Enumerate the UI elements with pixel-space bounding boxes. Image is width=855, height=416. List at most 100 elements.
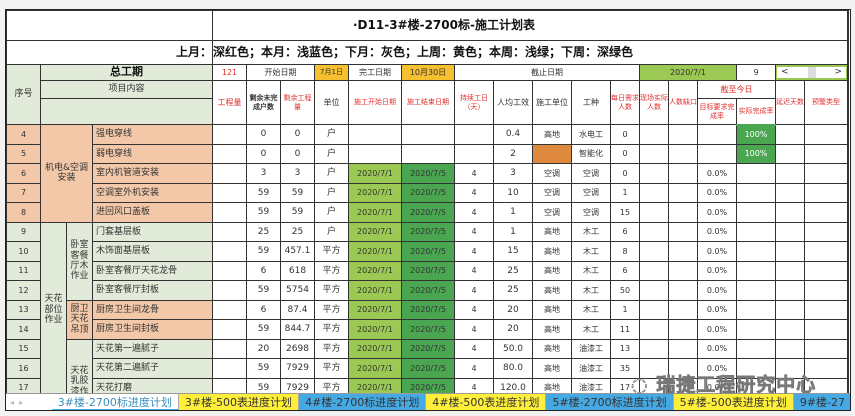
plan-start-cell[interactable]: 2020/7/1 <box>348 299 402 320</box>
delay-days-cell[interactable] <box>775 241 805 262</box>
gap-cell[interactable] <box>668 143 698 164</box>
duration-cell[interactable]: 4 <box>454 182 494 203</box>
remaining-units-cell[interactable]: 59 <box>246 280 281 301</box>
daily-need-cell[interactable]: 0 <box>610 143 640 164</box>
delay-days-cell[interactable] <box>775 338 805 359</box>
daily-need-cell[interactable]: 11 <box>610 319 640 340</box>
trade-cell[interactable]: 木工 <box>571 280 611 301</box>
onsite-cell[interactable] <box>639 299 669 320</box>
target-rate-cell[interactable]: 0.0% <box>697 182 737 203</box>
onsite-cell[interactable] <box>639 241 669 262</box>
warning-type-cell[interactable] <box>804 358 848 379</box>
contractor-cell[interactable]: 高地 <box>532 358 572 379</box>
target-rate-cell[interactable]: 0.0% <box>697 338 737 359</box>
warning-type-cell[interactable] <box>804 319 848 340</box>
plan-end-cell[interactable] <box>401 143 455 164</box>
delay-days-cell[interactable] <box>775 358 805 379</box>
contractor-cell[interactable]: 空调 <box>532 202 572 223</box>
target-rate-cell[interactable]: 0.0% <box>697 358 737 379</box>
scroll-right-button[interactable]: > <box>834 67 842 78</box>
unit-cell[interactable]: 户 <box>314 202 349 223</box>
start-date-value[interactable]: 7月1日 <box>314 64 349 81</box>
qty-cell[interactable] <box>212 280 247 301</box>
duration-cell[interactable]: 4 <box>454 163 494 184</box>
scroll-control[interactable]: < > <box>775 64 848 81</box>
unit-cell[interactable]: 户 <box>314 221 349 242</box>
item-name[interactable]: 弱电穿线 <box>92 143 213 164</box>
actual-rate-cell[interactable] <box>736 163 776 184</box>
plan-start-cell[interactable]: 2020/7/1 <box>348 260 402 281</box>
unit-cell[interactable]: 平方 <box>314 260 349 281</box>
per-capita-cell[interactable]: 15 <box>493 241 533 262</box>
gap-cell[interactable] <box>668 124 698 145</box>
trade-cell[interactable]: 空调 <box>571 202 611 223</box>
plan-end-cell[interactable]: 2020/7/5 <box>401 260 455 281</box>
gap-cell[interactable] <box>668 358 698 379</box>
actual-rate-cell[interactable]: 100% <box>736 143 776 164</box>
gap-cell[interactable] <box>668 260 698 281</box>
unit-cell[interactable]: 户 <box>314 124 349 145</box>
onsite-cell[interactable] <box>639 221 669 242</box>
plan-end-cell[interactable]: 2020/7/5 <box>401 338 455 359</box>
target-rate-cell[interactable]: 0.0% <box>697 241 737 262</box>
gap-cell[interactable] <box>668 319 698 340</box>
tab-5-500[interactable]: 5#楼-500表进度计划 <box>673 394 794 410</box>
actual-rate-cell[interactable] <box>736 241 776 262</box>
per-capita-cell[interactable]: 25 <box>493 280 533 301</box>
qty-cell[interactable] <box>212 143 247 164</box>
delay-days-cell[interactable] <box>775 124 805 145</box>
contractor-cell[interactable]: 高地 <box>532 260 572 281</box>
plan-end-cell[interactable]: 2020/7/5 <box>401 280 455 301</box>
scroll-left-button[interactable]: < <box>781 67 789 78</box>
remaining-qty-cell[interactable]: 87.4 <box>280 299 315 320</box>
unit-cell[interactable]: 平方 <box>314 280 349 301</box>
delay-days-cell[interactable] <box>775 260 805 281</box>
remaining-qty-cell[interactable]: 0 <box>280 143 315 164</box>
contractor-cell[interactable]: 空调 <box>532 163 572 184</box>
onsite-cell[interactable] <box>639 319 669 340</box>
contractor-cell[interactable]: 高地 <box>532 338 572 359</box>
target-rate-cell[interactable]: 0.0% <box>697 163 737 184</box>
daily-need-cell[interactable]: 0 <box>610 124 640 145</box>
per-capita-cell[interactable]: 1 <box>493 202 533 223</box>
target-rate-cell[interactable]: 0.0% <box>697 319 737 340</box>
actual-rate-cell[interactable] <box>736 299 776 320</box>
plan-start-cell[interactable]: 2020/7/1 <box>348 319 402 340</box>
item-name[interactable]: 门套基层板 <box>92 221 213 242</box>
per-capita-cell[interactable]: 50.0 <box>493 338 533 359</box>
gap-cell[interactable] <box>668 202 698 223</box>
duration-cell[interactable]: 4 <box>454 358 494 379</box>
plan-start-cell[interactable]: 2020/7/1 <box>348 163 402 184</box>
trade-cell[interactable]: 木工 <box>571 221 611 242</box>
qty-cell[interactable] <box>212 299 247 320</box>
plan-end-cell[interactable]: 2020/7/5 <box>401 182 455 203</box>
item-name[interactable]: 天花第一遍腻子 <box>92 338 213 359</box>
per-capita-cell[interactable]: 0.4 <box>493 124 533 145</box>
actual-rate-cell[interactable] <box>736 358 776 379</box>
gap-cell[interactable] <box>668 163 698 184</box>
actual-rate-cell[interactable] <box>736 182 776 203</box>
item-name[interactable]: 天花打磨 <box>92 377 213 398</box>
contractor-cell[interactable]: 高地 <box>532 280 572 301</box>
item-name[interactable]: 室内机管道安装 <box>92 163 213 184</box>
qty-cell[interactable] <box>212 260 247 281</box>
contractor-cell[interactable]: 空调 <box>532 182 572 203</box>
tab-3-500[interactable]: 3#楼-500表进度计划 <box>178 394 300 410</box>
duration-cell[interactable]: 4 <box>454 280 494 301</box>
onsite-cell[interactable] <box>639 260 669 281</box>
contractor-cell[interactable]: 高地 <box>532 299 572 320</box>
qty-cell[interactable] <box>212 221 247 242</box>
trade-cell[interactable]: 油漆工 <box>571 358 611 379</box>
remaining-qty-cell[interactable]: 0 <box>280 124 315 145</box>
duration-cell[interactable] <box>454 143 494 164</box>
daily-need-cell[interactable]: 35 <box>610 358 640 379</box>
remaining-units-cell[interactable]: 0 <box>246 143 281 164</box>
target-rate-cell[interactable]: 0.0% <box>697 299 737 320</box>
total-days[interactable]: 121 <box>212 64 247 81</box>
target-rate-cell[interactable]: 0.0% <box>697 280 737 301</box>
per-capita-cell[interactable]: 3 <box>493 163 533 184</box>
duration-cell[interactable]: 4 <box>454 221 494 242</box>
delay-days-cell[interactable] <box>775 319 805 340</box>
qty-cell[interactable] <box>212 163 247 184</box>
remaining-units-cell[interactable]: 59 <box>246 202 281 223</box>
